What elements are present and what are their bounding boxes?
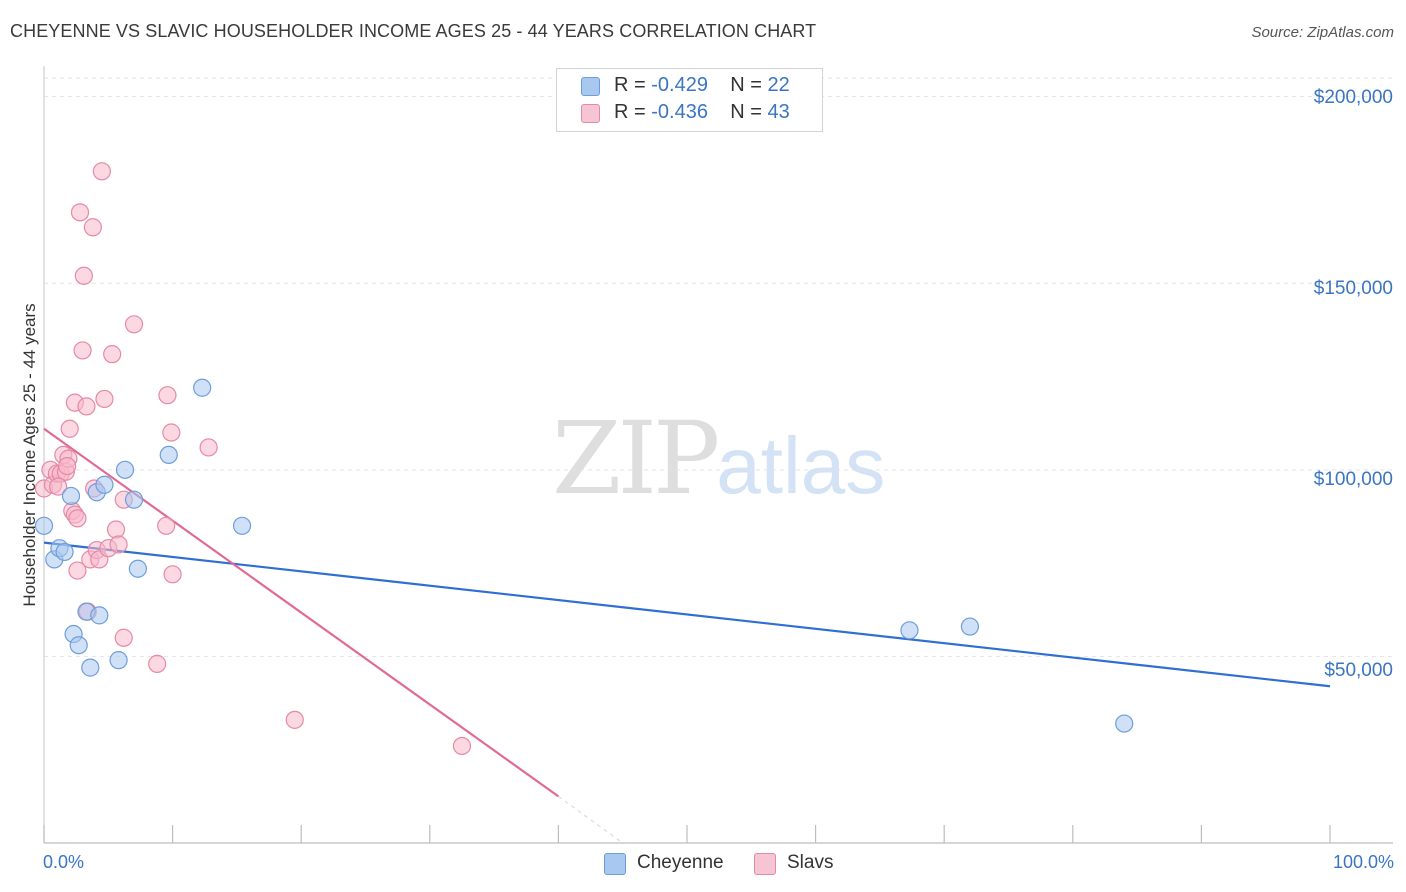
n-label: N = — [730, 101, 762, 123]
slavs-point — [148, 654, 167, 673]
trend-line-slavs — [43, 427, 560, 798]
y-tick-label-150000: $150,000 — [1313, 278, 1393, 299]
slavs-point — [92, 162, 111, 181]
slavs-point — [114, 628, 133, 647]
cheyenne-point — [69, 636, 88, 655]
slavs-point — [452, 736, 472, 756]
trend-lines — [43, 427, 1331, 844]
cheyenne-swatch — [581, 77, 600, 96]
slavs-point — [74, 266, 93, 285]
slavs-point — [68, 509, 87, 528]
y-tick-label-200000: $200,000 — [1313, 87, 1393, 108]
slavs-swatch — [581, 104, 600, 123]
slavs-legend-label: Slavs — [787, 852, 834, 873]
x-tick-label-max: 100.0% — [1332, 852, 1394, 872]
slavs-point — [157, 516, 176, 535]
x-tick-label-min: 0.0% — [43, 852, 85, 872]
watermark-zip: ZIP — [552, 400, 720, 517]
slavs-point — [73, 341, 92, 360]
legend-text-slavs: R = -0.436 N = 43 — [614, 101, 790, 124]
n-label: N = — [730, 74, 762, 96]
slavs-point — [163, 565, 182, 584]
cheyenne-point — [128, 559, 147, 578]
slavs-point — [106, 520, 126, 539]
r-value: -0.436 — [651, 101, 708, 123]
watermark-atlas: atlas — [716, 421, 886, 510]
cheyenne-point — [124, 490, 144, 509]
slavs-point — [158, 386, 177, 405]
slavs-point — [68, 561, 87, 580]
slavs-point — [109, 535, 128, 554]
cheyenne-point — [1115, 714, 1134, 733]
slavs-point — [70, 203, 90, 222]
slavs-point — [285, 710, 304, 729]
y-tick-label-50000: $50,000 — [1324, 660, 1393, 681]
slavs-point — [162, 423, 181, 442]
cheyenne-point — [61, 486, 81, 506]
cheyenne-point — [115, 460, 135, 479]
trend-line-slavs-extension — [558, 795, 624, 844]
slavs-legend-swatch — [754, 853, 776, 875]
cheyenne-point — [81, 658, 100, 677]
trend-line-cheyenne — [43, 541, 1331, 688]
r-label: R = — [614, 101, 646, 123]
slavs-point — [95, 389, 114, 409]
cheyenne-point — [34, 516, 54, 535]
cheyenne-legend-label: Cheyenne — [637, 852, 724, 873]
cheyenne-point — [232, 516, 252, 535]
n-value: 43 — [767, 101, 790, 123]
y-tick-label-100000: $100,000 — [1313, 469, 1393, 490]
r-label: R = — [614, 74, 646, 96]
slavs-point — [77, 397, 96, 416]
grid-lines — [44, 77, 1395, 657]
slavs-point — [199, 438, 218, 457]
slavs-point — [49, 477, 68, 496]
correlation-legend: R = -0.429 N = 22 R = -0.436 N = 43 — [556, 68, 823, 132]
cheyenne-point — [960, 617, 980, 636]
r-value: -0.429 — [651, 74, 708, 96]
n-value: 22 — [767, 74, 790, 96]
slavs-point — [103, 345, 122, 364]
slavs-point — [60, 419, 79, 438]
slavs-point — [58, 456, 77, 476]
cheyenne-point — [55, 542, 74, 562]
legend-text-cheyenne: R = -0.429 N = 22 — [614, 74, 790, 97]
cheyenne-point — [159, 445, 178, 465]
chart-title: CHEYENNE VS SLAVIC HOUSEHOLDER INCOME AG… — [10, 21, 817, 41]
slavs-point — [83, 218, 102, 237]
axes — [43, 66, 1393, 844]
cheyenne-legend-swatch — [604, 853, 626, 875]
watermark: ZIPatlas — [552, 400, 885, 517]
cheyenne-point — [95, 475, 114, 494]
cheyenne-point — [90, 606, 109, 625]
cheyenne-point — [900, 621, 919, 640]
cheyenne-point — [193, 378, 212, 397]
data-points — [34, 162, 1134, 756]
slavs-point — [124, 315, 144, 334]
cheyenne-point — [109, 651, 128, 670]
y-axis-label: Householder Income Ages 25 - 44 years — [20, 303, 39, 607]
source-credit: Source: ZipAtlas.com — [1251, 24, 1394, 41]
